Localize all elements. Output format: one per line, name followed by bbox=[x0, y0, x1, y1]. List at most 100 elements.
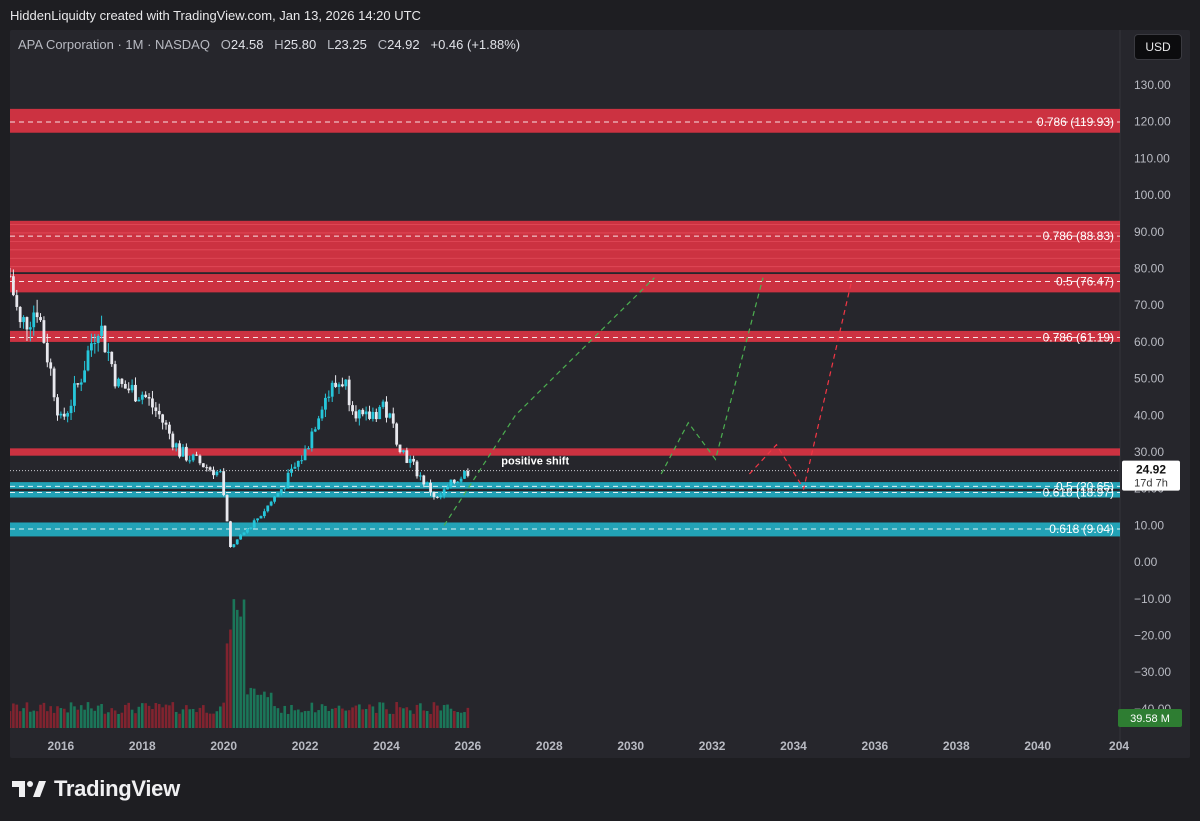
candle-body bbox=[140, 394, 144, 400]
volume-bar bbox=[361, 709, 365, 728]
volume-bar bbox=[191, 708, 195, 728]
tradingview-logo-icon bbox=[12, 781, 46, 797]
volume-bar bbox=[449, 708, 453, 728]
volume-bar bbox=[76, 709, 80, 728]
volume-bar bbox=[73, 706, 76, 728]
volume-bar bbox=[39, 704, 42, 728]
volume-bar bbox=[327, 710, 331, 728]
candle-body bbox=[171, 433, 175, 448]
volume-bar bbox=[66, 712, 69, 728]
candle-body bbox=[293, 466, 297, 469]
volume-bar bbox=[110, 708, 114, 728]
volume-bar bbox=[212, 713, 215, 728]
symbol-header: APA Corporation · 1M · NASDAQ O24.58 H25… bbox=[18, 37, 520, 52]
volume-bar bbox=[168, 705, 171, 728]
volume-bar bbox=[86, 702, 90, 728]
candle-body bbox=[286, 472, 290, 489]
y-tick-label: 10.00 bbox=[1134, 518, 1164, 532]
volume-bar bbox=[446, 704, 449, 728]
candle-body bbox=[300, 460, 304, 462]
candle-body bbox=[168, 424, 171, 434]
volume-bar bbox=[249, 687, 253, 728]
candle-body bbox=[262, 511, 266, 517]
volume-bar bbox=[171, 702, 175, 728]
candle-body bbox=[100, 325, 103, 337]
volume-bar bbox=[10, 711, 12, 728]
candle-body bbox=[459, 478, 463, 482]
x-tick-label: 2018 bbox=[129, 739, 156, 753]
volume-bar bbox=[286, 713, 290, 728]
candle-body bbox=[239, 534, 243, 540]
volume-bar bbox=[239, 616, 242, 728]
candle-body bbox=[25, 317, 29, 330]
candle-body bbox=[201, 463, 205, 468]
candle-body bbox=[208, 467, 212, 470]
candle-body bbox=[249, 527, 253, 529]
candle-body bbox=[442, 489, 446, 496]
chart-panel[interactable]: 0.786 (119.93) 0.786 (88.83) 0.5 (76.47) 0.… bbox=[10, 30, 1190, 758]
volume-bar bbox=[324, 705, 327, 728]
volume-bar bbox=[408, 710, 412, 728]
volume-bar bbox=[35, 711, 39, 728]
y-tick-label: 60.00 bbox=[1134, 335, 1164, 349]
candle-body bbox=[388, 413, 392, 418]
volume-bar bbox=[351, 707, 354, 728]
volume-bar bbox=[52, 712, 56, 728]
price-chart[interactable]: 0.786 (119.93) 0.786 (88.83) 0.5 (76.47) 0.… bbox=[10, 30, 1190, 758]
volume-bar bbox=[466, 707, 470, 728]
currency-button[interactable]: USD bbox=[1134, 34, 1182, 60]
fib-level-label: 0.786 (88.83) bbox=[1043, 229, 1114, 243]
candle-body bbox=[147, 397, 151, 399]
volume-bar bbox=[276, 708, 280, 728]
volume-bar bbox=[263, 691, 266, 728]
candle-body bbox=[59, 413, 63, 416]
y-tick-label: 40.00 bbox=[1134, 408, 1164, 422]
open-label: O bbox=[220, 37, 231, 52]
x-tick-label: 2030 bbox=[617, 739, 644, 753]
y-tick-label: 30.00 bbox=[1134, 445, 1164, 459]
candle-body bbox=[296, 460, 300, 467]
high-label: H bbox=[274, 37, 284, 52]
support-zone-7 bbox=[10, 522, 1120, 537]
fib-level-label: 0.618 (18.97) bbox=[1043, 486, 1114, 500]
y-tick-label: −10.00 bbox=[1134, 592, 1171, 606]
volume-bar bbox=[154, 703, 158, 728]
volume-bar bbox=[181, 709, 185, 728]
candle-body bbox=[117, 378, 120, 387]
resistance-zone-0 bbox=[10, 108, 1120, 133]
candle-body bbox=[324, 397, 327, 410]
candle-body bbox=[351, 405, 354, 412]
candle-body bbox=[466, 471, 470, 476]
candle-body bbox=[212, 469, 215, 476]
candle-body bbox=[364, 411, 368, 415]
candle-body bbox=[446, 486, 449, 490]
candle-body bbox=[157, 410, 161, 415]
candle-body bbox=[93, 343, 97, 345]
candle-body bbox=[235, 539, 239, 545]
volume-bar bbox=[208, 713, 212, 728]
candle-body bbox=[120, 378, 124, 384]
volume-bar bbox=[354, 705, 358, 728]
volume-bar bbox=[412, 713, 415, 728]
candle-body bbox=[134, 384, 137, 402]
candle-body bbox=[303, 449, 307, 461]
candle-body bbox=[337, 384, 341, 387]
volume-bar bbox=[188, 709, 192, 728]
volume-bar bbox=[419, 703, 422, 728]
candle-body bbox=[429, 482, 432, 493]
volume-bar bbox=[140, 703, 144, 728]
volume-bar bbox=[195, 712, 198, 728]
fib-level-label: 0.5 (76.47) bbox=[1056, 274, 1114, 288]
candle-body bbox=[449, 479, 453, 487]
candle-body bbox=[242, 532, 246, 535]
candle-body bbox=[83, 370, 87, 383]
volume-bar bbox=[103, 713, 107, 728]
candle-body bbox=[452, 479, 456, 483]
bar-countdown: 17d 7h bbox=[1134, 478, 1168, 490]
x-tick-label: 204 bbox=[1109, 739, 1129, 753]
volume-bar bbox=[100, 704, 103, 728]
volume-bar bbox=[391, 713, 395, 728]
tradingview-brand: TradingView bbox=[54, 776, 180, 801]
candle-body bbox=[439, 495, 443, 498]
volume-bar bbox=[218, 706, 222, 728]
